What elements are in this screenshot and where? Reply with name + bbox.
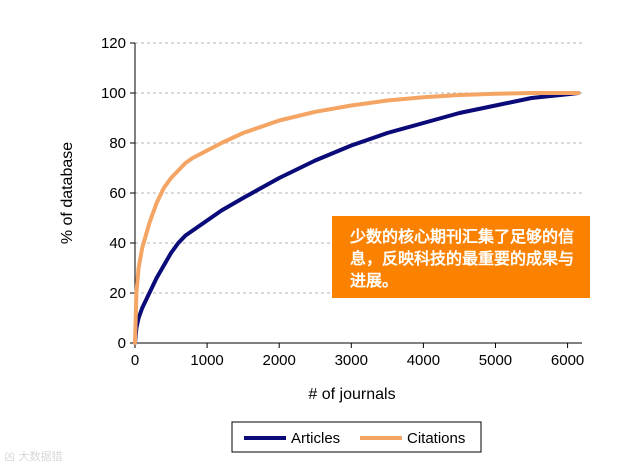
y-tick-label: 100: [101, 85, 126, 102]
x-tick-label: 2000: [263, 352, 296, 369]
legend-label-articles: Articles: [291, 430, 340, 447]
x-tick-label: 3000: [335, 352, 368, 369]
annotation-text: 少数的核心期刊汇集了足够的信息，反映科技的最重要的成果与进展。: [350, 227, 575, 290]
x-tick-labels: 0 1000 2000 3000 4000 5000 6000: [131, 352, 584, 369]
watermark: 凶 大数据猎: [4, 448, 63, 464]
series-lines: [133, 91, 581, 345]
y-tick-label: 120: [101, 35, 126, 52]
x-tick-label: 6000: [551, 352, 584, 369]
y-axis-title: % of database: [59, 142, 76, 244]
x-tick-label: 1000: [190, 352, 223, 369]
axes: [130, 42, 582, 348]
watermark-text: 凶 大数据猎: [4, 450, 63, 463]
x-tick-label: 0: [131, 352, 139, 369]
y-tick-label: 40: [109, 235, 126, 252]
x-tick-label: 5000: [479, 352, 512, 369]
y-tick-label: 0: [118, 335, 126, 352]
y-tick-label: 60: [109, 185, 126, 202]
legend-label-citations: Citations: [407, 430, 465, 447]
x-axis-title: # of journals: [308, 386, 395, 403]
series-line-citations: [133, 91, 581, 345]
y-tick-labels: 0 20 40 60 80 100 120: [101, 35, 126, 352]
y-tick-label: 20: [109, 285, 126, 302]
x-tick-label: 4000: [407, 352, 440, 369]
annotation-box: 少数的核心期刊汇集了足够的信息，反映科技的最重要的成果与进展。: [332, 216, 590, 298]
legend: Articles Citations: [231, 421, 482, 453]
y-tick-label: 80: [109, 135, 126, 152]
series-line-articles: [133, 91, 581, 345]
